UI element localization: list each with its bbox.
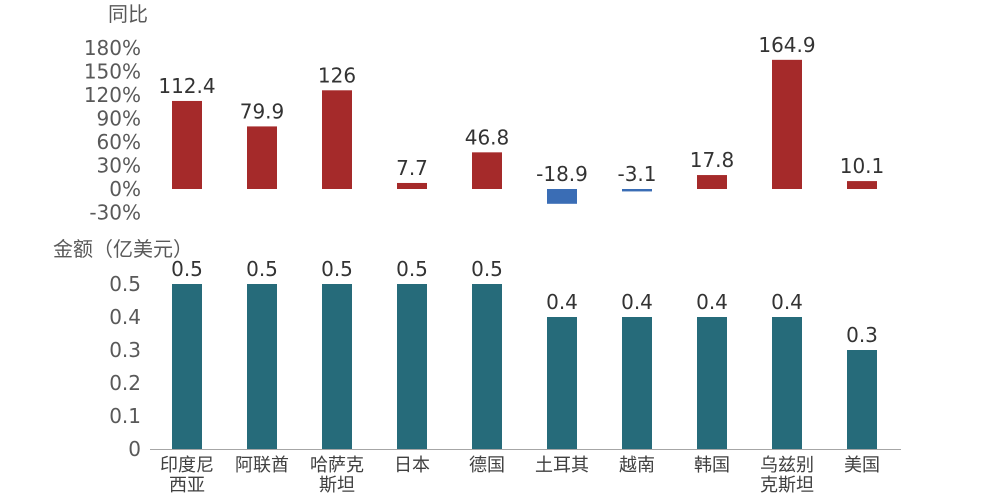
category-label: 土耳其 — [535, 455, 589, 476]
yoy-value-label: -3.1 — [617, 162, 656, 186]
yoy-bar — [622, 189, 652, 192]
yoy-value-label: 79.9 — [240, 99, 285, 123]
amount-bar — [172, 284, 202, 449]
category-label: 哈萨克 — [310, 455, 364, 476]
category-label: 阿联酋 — [235, 455, 289, 476]
amount-bar — [697, 317, 727, 449]
amount-tick-label: 0 — [128, 437, 141, 461]
amount-value-label: 0.4 — [546, 290, 578, 314]
amount-value-label: 0.5 — [471, 257, 503, 281]
amount-bar — [397, 284, 427, 449]
amount-value-label: 0.5 — [171, 257, 203, 281]
yoy-axis-title: 同比 — [108, 2, 148, 26]
amount-panel: 金额（亿美元） 0 0.1 0.2 0.3 0.4 0.5 0.5 0.5 0.5 0.5 0.5 0.… — [53, 237, 901, 496]
yoy-value-label: -18.9 — [536, 162, 588, 186]
amount-value-label: 0.3 — [846, 323, 878, 347]
amount-bar — [322, 284, 352, 449]
yoy-value-label: 17.8 — [690, 148, 735, 172]
amount-tick-label: 0.2 — [109, 371, 141, 395]
yoy-value-label: 164.9 — [758, 33, 815, 57]
amount-value-label: 0.4 — [771, 290, 803, 314]
yoy-tick-label: 60% — [97, 130, 141, 154]
amount-value-label: 0.4 — [621, 290, 653, 314]
amount-bar — [247, 284, 277, 449]
yoy-value-label: 126 — [318, 63, 356, 87]
yoy-tick-label: 0% — [109, 177, 141, 201]
category-label: 克斯坦 — [760, 475, 814, 496]
category-label: 韩国 — [694, 455, 730, 476]
amount-bar — [847, 350, 877, 449]
amount-tick-label: 0.4 — [109, 305, 141, 329]
yoy-tick-label: 90% — [97, 107, 141, 131]
amount-tick-label: 0.1 — [109, 404, 141, 428]
yoy-bar — [472, 152, 502, 189]
amount-bar — [772, 317, 802, 449]
yoy-value-label: 112.4 — [158, 74, 215, 98]
yoy-bar — [247, 126, 277, 189]
yoy-bar — [397, 182, 427, 189]
category-label: 德国 — [469, 455, 505, 476]
amount-bar — [472, 284, 502, 449]
yoy-tick-label: 180% — [84, 36, 141, 60]
amount-bar — [622, 317, 652, 449]
yoy-tick-label: 30% — [97, 154, 141, 178]
yoy-bar — [322, 90, 352, 189]
yoy-value-label: 46.8 — [465, 125, 510, 149]
amount-value-label: 0.5 — [321, 257, 353, 281]
yoy-bar — [847, 181, 877, 189]
category-label: 美国 — [844, 455, 880, 476]
amount-value-label: 0.5 — [396, 257, 428, 281]
yoy-value-label: 10.1 — [840, 154, 885, 178]
yoy-bar — [547, 189, 577, 204]
yoy-growth-panel: 同比 -30%0%30%60%90%120%150%180% 112.4 79.9 12… — [84, 2, 884, 225]
amount-bar — [547, 317, 577, 449]
yoy-value-label: 7.7 — [396, 156, 428, 180]
yoy-tick-label: -30% — [89, 201, 141, 225]
yoy-bar — [697, 175, 727, 189]
category-label: 日本 — [394, 455, 430, 476]
yoy-tick-label: 120% — [84, 83, 141, 107]
category-label: 印度尼 — [160, 455, 214, 476]
yoy-tick-label: 150% — [84, 60, 141, 84]
amount-value-label: 0.5 — [246, 257, 278, 281]
amount-tick-label: 0.3 — [109, 338, 141, 362]
amount-tick-label: 0.5 — [109, 272, 141, 296]
category-label: 西亚 — [169, 475, 205, 496]
category-label: 乌兹别 — [760, 455, 814, 476]
category-label: 越南 — [619, 455, 655, 476]
amount-value-label: 0.4 — [696, 290, 728, 314]
category-label: 斯坦 — [319, 475, 355, 496]
yoy-bar — [772, 59, 802, 189]
amount-axis-title: 金额（亿美元） — [53, 237, 193, 261]
yoy-bar — [172, 100, 202, 189]
